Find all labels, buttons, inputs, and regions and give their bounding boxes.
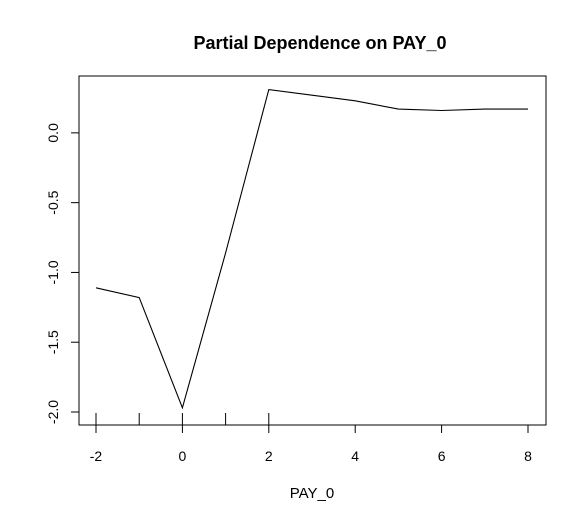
- x-axis: -2 0 2 4 6 8: [90, 424, 532, 464]
- x-tick-label: 6: [438, 448, 446, 464]
- y-tick-label: -1.5: [45, 330, 61, 354]
- y-tick-label: -0.5: [45, 190, 61, 214]
- series-group: [95, 88, 528, 410]
- y-tick-label: -1.0: [45, 260, 61, 284]
- x-tick-label: 4: [351, 448, 359, 464]
- y-tick-label: 0.0: [45, 123, 61, 143]
- chart-title: Partial Dependence on PAY_0: [193, 33, 446, 53]
- x-tick-label: 0: [179, 448, 187, 464]
- x-tick-label: -2: [90, 448, 103, 464]
- x-tick-label: 8: [524, 448, 532, 464]
- x-tick-label: 2: [265, 448, 273, 464]
- y-tick-label: -2.0: [45, 400, 61, 424]
- x-axis-label: PAY_0: [290, 485, 334, 502]
- plot-frame: [78, 75, 547, 426]
- rug-marks: [95, 413, 270, 425]
- series-line: [95, 88, 528, 410]
- y-axis: -2.0 -1.5 -1.0 -0.5 0.0: [45, 123, 80, 424]
